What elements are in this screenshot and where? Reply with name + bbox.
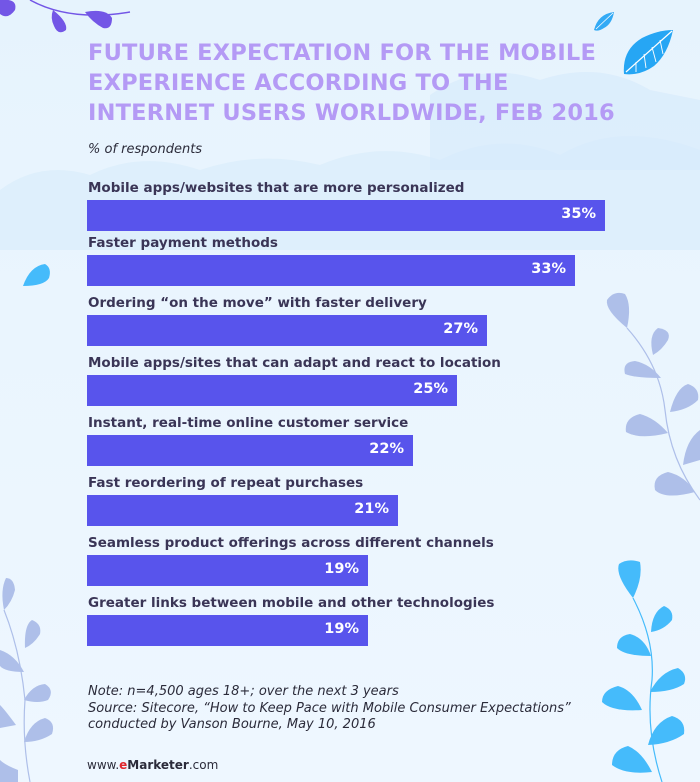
- data-label: 25%: [413, 381, 448, 397]
- bar: 27%: [87, 315, 487, 346]
- bar: 25%: [87, 375, 457, 406]
- cloud-shape: [430, 72, 700, 170]
- category-label: Seamless product offerings across differ…: [88, 535, 494, 551]
- title-line: EXPERIENCE ACCORDING TO THE: [88, 70, 509, 96]
- category-label: Instant, real-time online customer servi…: [88, 415, 409, 431]
- category-label: Mobile apps/sites that can adapt and rea…: [88, 355, 501, 371]
- title-line: INTERNET USERS WORLDWIDE, FEB 2016: [88, 100, 615, 126]
- bar-chart: Mobile apps/websites that are more perso…: [87, 180, 605, 646]
- leaf-large-icon: [623, 30, 673, 75]
- bar: 33%: [87, 255, 575, 286]
- category-label: Fast reordering of repeat purchases: [88, 475, 364, 491]
- source-text: Source: Sitecore, “How to Keep Pace with…: [88, 700, 571, 716]
- title-line: FUTURE EXPECTATION FOR THE MOBILE: [88, 40, 597, 66]
- vine-top-left-icon: [0, 0, 131, 33]
- bar: 22%: [87, 435, 413, 466]
- data-label: 22%: [369, 441, 404, 457]
- data-label: 21%: [354, 501, 389, 517]
- brand-prefix: www.: [87, 758, 120, 772]
- chart-title: FUTURE EXPECTATION FOR THE MOBILE EXPERI…: [88, 38, 648, 128]
- category-label: Ordering “on the move” with faster deliv…: [88, 295, 427, 311]
- bar: 19%: [87, 615, 368, 646]
- leaf-small-icon: [594, 12, 614, 31]
- vine-right-middle-icon: [606, 292, 700, 501]
- source-text-cont: conducted by Vanson Bourne, May 10, 2016: [88, 717, 376, 732]
- data-label: 19%: [324, 561, 359, 577]
- chart-note: Note: n=4,500 ages 18+; over the next 3 …: [88, 684, 571, 734]
- data-label: 33%: [531, 261, 566, 277]
- chart-subtitle: % of respondents: [88, 142, 203, 157]
- brand-name: Marketer: [127, 758, 189, 772]
- bar: 21%: [87, 495, 398, 526]
- note-text: Note: n=4,500 ages 18+; over the next 3 …: [88, 684, 399, 699]
- vine-bottom-right-icon: [602, 560, 686, 782]
- category-label: Mobile apps/websites that are more perso…: [88, 180, 465, 196]
- data-label: 27%: [443, 321, 478, 337]
- brand-suffix: .com: [188, 758, 219, 772]
- brand-e: e: [119, 758, 128, 772]
- bar: 35%: [87, 200, 605, 231]
- vine-bottom-left-icon: [0, 578, 54, 782]
- petal-icon: [23, 264, 50, 286]
- category-label: Faster payment methods: [88, 235, 278, 251]
- brand-link[interactable]: www.eMarketer.com: [87, 758, 218, 772]
- category-label: Greater links between mobile and other t…: [88, 595, 495, 611]
- data-label: 35%: [561, 206, 596, 222]
- data-label: 19%: [324, 621, 359, 637]
- bar: 19%: [87, 555, 368, 586]
